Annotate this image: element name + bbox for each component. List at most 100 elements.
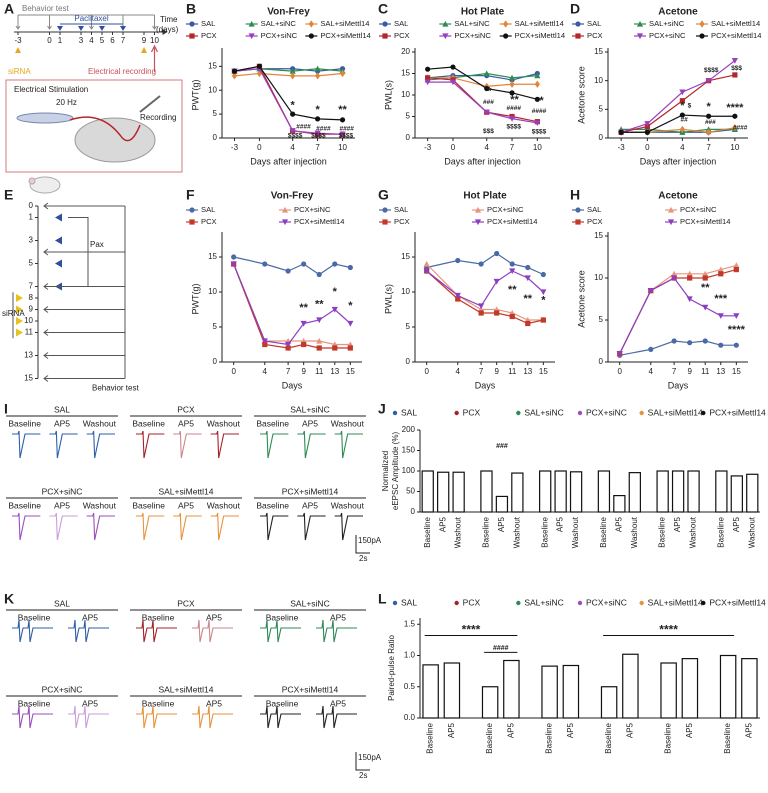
- annotation: $$$$: [704, 67, 719, 74]
- point: [644, 129, 650, 135]
- point: [231, 68, 238, 74]
- day-label: 10: [150, 36, 159, 45]
- point: [524, 275, 531, 282]
- trace: [12, 619, 53, 643]
- y-tick-label: 0: [213, 133, 218, 142]
- mouse: [29, 176, 61, 194]
- point: [702, 270, 709, 277]
- trace: [12, 430, 41, 459]
- y-axis-label: Normalized: [381, 451, 390, 491]
- x-tick-label: Baseline: [604, 722, 613, 753]
- x-tick-label: Baseline: [716, 516, 725, 547]
- group-title: PCX+siNC: [42, 486, 83, 496]
- label: siRNA: [8, 67, 31, 76]
- label: Pax: [90, 240, 104, 249]
- label: Recording: [140, 113, 176, 122]
- bar: [443, 662, 461, 719]
- bar: [503, 659, 520, 719]
- legend-marker: [575, 21, 581, 27]
- panel-label: B: [186, 1, 196, 17]
- bar: [719, 654, 737, 719]
- annotation: **: [701, 282, 710, 294]
- y-tick-label: 100: [402, 466, 416, 475]
- annotation: *: [680, 100, 685, 112]
- bar: [422, 664, 439, 719]
- point: [702, 275, 708, 281]
- condition-label: Baseline: [142, 612, 175, 622]
- point: [478, 310, 484, 316]
- condition-label: Washout: [83, 500, 117, 510]
- point: [425, 66, 431, 72]
- bar: [511, 472, 524, 513]
- y-axis-label: eEPSC Amplitude (%): [391, 432, 400, 511]
- point: [718, 342, 724, 348]
- legend-label: SAL+siNC: [454, 19, 490, 28]
- chart-title: Hot Plate: [461, 7, 505, 18]
- x-tick-label: 10: [533, 143, 542, 152]
- arrow: [43, 283, 125, 290]
- legend-label: SAL+siNC: [649, 19, 685, 28]
- condition-label: Washout: [207, 500, 241, 510]
- legend-marker: [382, 33, 388, 39]
- point: [705, 78, 712, 84]
- day-label: 6: [110, 36, 115, 45]
- legend-label: SAL: [394, 205, 408, 214]
- condition-label: Washout: [331, 418, 365, 428]
- x-tick-label: AP5: [732, 516, 741, 532]
- point: [534, 96, 540, 102]
- legend-marker: [382, 207, 388, 213]
- x-tick-label: Baseline: [485, 722, 494, 753]
- y-tick-label: 0: [406, 133, 411, 142]
- annotation: **: [338, 104, 347, 116]
- bar: [452, 471, 465, 513]
- y-tick-label: 0: [599, 133, 604, 142]
- trace: [316, 705, 357, 729]
- legend-label: SAL: [201, 19, 215, 28]
- day-label: 13: [24, 351, 33, 360]
- x-axis-label: Days: [282, 380, 303, 390]
- legend-marker: [281, 219, 289, 226]
- trace: [173, 512, 202, 541]
- arrow: [43, 306, 125, 313]
- legend-label: PCX: [394, 217, 410, 226]
- x-axis-label: Days after injection: [640, 156, 717, 166]
- arrow: [89, 15, 94, 30]
- x-tick-label: 7: [315, 143, 320, 152]
- point: [301, 341, 307, 348]
- legend-marker: [248, 33, 255, 40]
- y-tick-label: 0: [411, 507, 416, 516]
- x-tick-label: AP5: [506, 722, 515, 738]
- point: [679, 98, 685, 104]
- condition-label: Washout: [207, 418, 241, 428]
- y-tick-label: 5: [406, 112, 411, 121]
- legend-label: PCX+siNC: [586, 407, 627, 417]
- annotation: ####: [316, 126, 331, 133]
- day-label: 9: [29, 305, 34, 314]
- point: [478, 303, 485, 310]
- legend-label: PCX+siNC: [487, 205, 524, 214]
- point: [483, 109, 490, 116]
- legend-marker: [639, 410, 644, 416]
- y-tick-label: 15: [208, 252, 217, 261]
- x-tick-label: Baseline: [723, 722, 732, 753]
- y-tick-label: 15: [401, 252, 410, 261]
- trace: [260, 619, 301, 643]
- x-tick-label: Washout: [747, 516, 756, 548]
- y-tick-label: 200: [402, 425, 416, 434]
- legend-marker: [474, 219, 482, 226]
- trace: [49, 512, 78, 541]
- point: [339, 131, 346, 138]
- annotation: *: [541, 294, 546, 306]
- legend-marker: [516, 600, 521, 606]
- trace: [334, 512, 363, 541]
- label: Behavior test: [92, 384, 139, 393]
- chart-title: Von-Frey: [271, 191, 314, 202]
- trace: [297, 430, 326, 459]
- group-title: SAL+siMettl14: [158, 486, 213, 496]
- group-title: PCX+siNC: [42, 684, 83, 694]
- trace: [297, 512, 326, 541]
- point: [285, 268, 291, 274]
- y-tick-label: 15: [208, 61, 217, 70]
- point: [316, 317, 323, 324]
